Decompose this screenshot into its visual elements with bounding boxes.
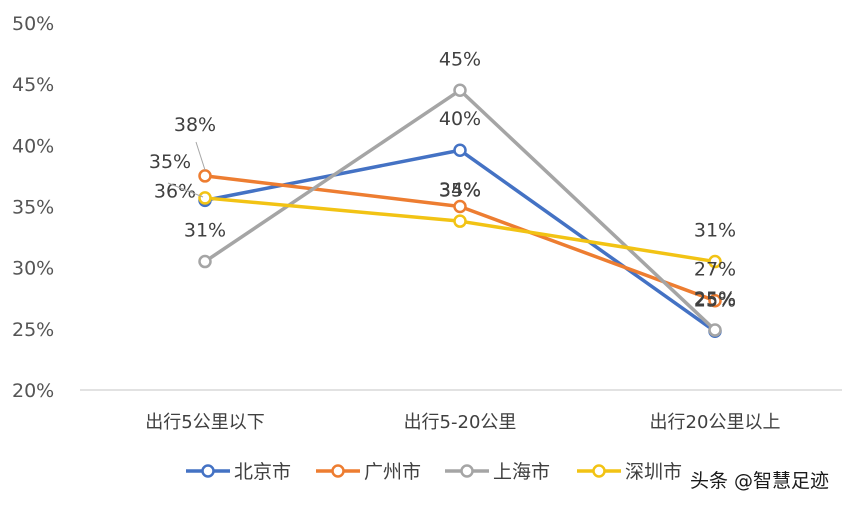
legend-marker — [592, 464, 606, 478]
legend-label: 广州市 — [364, 461, 421, 483]
y-tick-label: 50% — [12, 13, 54, 35]
x-axis: 出行5公里以下 出行5-20公里 出行20公里以上 — [145, 412, 780, 433]
y-tick-label: 30% — [12, 258, 54, 280]
data-label: 34% — [439, 179, 481, 201]
data-label: 38% — [174, 114, 216, 136]
data-label: 35% — [149, 151, 191, 173]
data-label: 36% — [154, 180, 196, 202]
y-tick-label: 20% — [12, 380, 54, 402]
data-point — [708, 323, 722, 337]
data-label: 35% — [439, 180, 481, 202]
watermark-text: 头条 @智慧足迹 — [690, 470, 829, 492]
y-axis: 20% 25% 30% 35% 40% 45% 50% — [12, 13, 54, 402]
data-point — [198, 169, 212, 183]
data-label: 31% — [184, 220, 226, 242]
data-point — [708, 293, 722, 308]
data-point — [453, 143, 467, 157]
data-label: 25% — [694, 288, 736, 310]
data-point — [453, 83, 467, 98]
data-labels: 36%40%25%38%35%27%31%45%25%35%34%31% — [149, 48, 736, 311]
data-point — [708, 254, 722, 269]
x-tick-label: 出行20公里以上 — [650, 412, 781, 433]
data-label: 40% — [439, 108, 481, 130]
legend: 北京市 广州市 上海市 深圳市 — [186, 461, 682, 483]
series-line — [204, 148, 717, 333]
data-label: 45% — [439, 48, 481, 70]
y-tick-label: 35% — [12, 197, 54, 219]
y-tick-label: 40% — [12, 135, 54, 157]
data-label: 31% — [694, 220, 736, 242]
label-leader-line — [195, 141, 206, 171]
label-leader-line — [167, 182, 204, 198]
data-label: 27% — [694, 259, 736, 281]
data-point — [453, 199, 467, 214]
plot-area — [198, 83, 722, 339]
y-tick-label: 25% — [12, 319, 54, 341]
x-tick-label: 出行5公里以下 — [145, 412, 264, 433]
x-tick-label: 出行5-20公里 — [404, 412, 517, 433]
y-tick-label: 45% — [12, 74, 54, 96]
data-point — [198, 254, 212, 269]
legend-marker — [201, 464, 215, 478]
legend-label: 深圳市 — [625, 461, 682, 483]
legend-label: 北京市 — [234, 461, 291, 483]
data-point — [453, 214, 467, 228]
legend-marker — [331, 464, 345, 478]
legend-marker — [460, 464, 474, 478]
legend-label: 上海市 — [493, 461, 550, 483]
data-label: 25% — [694, 289, 736, 311]
data-point — [198, 191, 212, 205]
